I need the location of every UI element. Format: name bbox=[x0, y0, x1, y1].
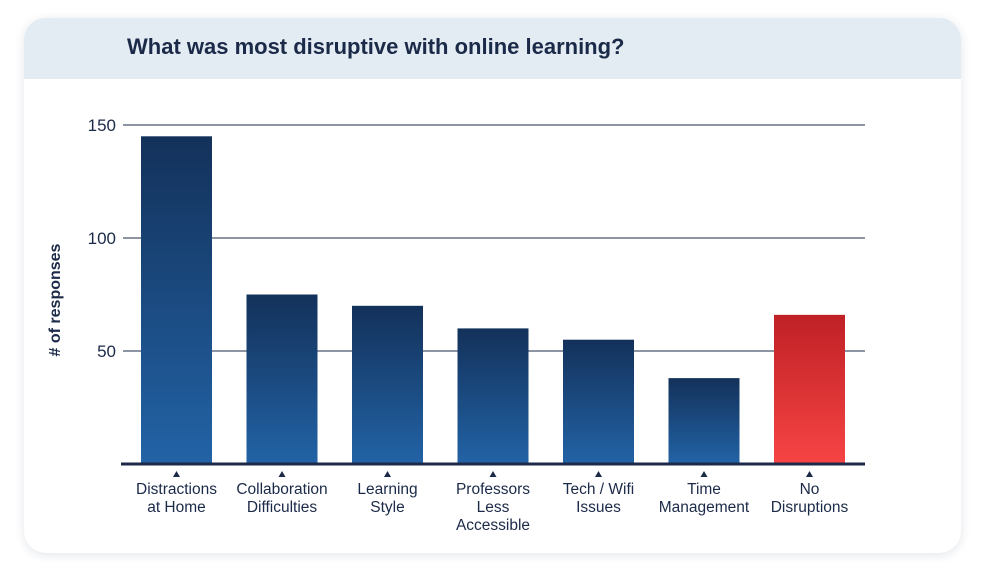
bar-learning-style bbox=[352, 305, 423, 464]
x-tick-marker bbox=[700, 471, 708, 477]
y-axis-title: # of responses bbox=[47, 243, 64, 356]
x-tick-label: Distractions at Home bbox=[136, 481, 217, 516]
y-tick-label: 50 bbox=[97, 342, 116, 361]
x-tick-label: Collaboration Difficulties bbox=[236, 481, 327, 516]
chart-title: What was most disruptive with online lea… bbox=[127, 34, 625, 59]
y-tick-label: 150 bbox=[88, 116, 116, 135]
x-tick-label: No Disruptions bbox=[771, 481, 849, 516]
x-tick-marker bbox=[173, 471, 180, 477]
x-tick-label: Time Management bbox=[659, 481, 750, 516]
gridlines: 50 100 150 bbox=[88, 116, 865, 361]
y-tick-label: 100 bbox=[88, 229, 116, 248]
x-tick-marker bbox=[278, 471, 286, 477]
bar-distractions-at-home bbox=[141, 136, 212, 465]
bar-time-management bbox=[668, 378, 740, 464]
x-tick-marker bbox=[384, 471, 391, 477]
chart-header: What was most disruptive with online lea… bbox=[24, 18, 961, 79]
bars bbox=[141, 136, 845, 465]
x-tick-label: Tech / Wifi Issues bbox=[563, 481, 634, 516]
x-tick-marker bbox=[595, 471, 602, 477]
bar-tech-wifi-issues bbox=[563, 339, 634, 464]
bar-collaboration-difficulties bbox=[246, 294, 318, 464]
bar-professors-less-accessible bbox=[457, 328, 529, 464]
category-labels: Distractions at Home Collaboration Difficul… bbox=[136, 471, 849, 534]
x-tick-label: Professors Less Accessible bbox=[456, 481, 530, 534]
x-tick-marker bbox=[489, 471, 497, 477]
x-tick-label: Learning Style bbox=[357, 481, 417, 516]
x-tick-marker bbox=[806, 471, 813, 477]
bar-no-disruptions bbox=[774, 314, 845, 464]
